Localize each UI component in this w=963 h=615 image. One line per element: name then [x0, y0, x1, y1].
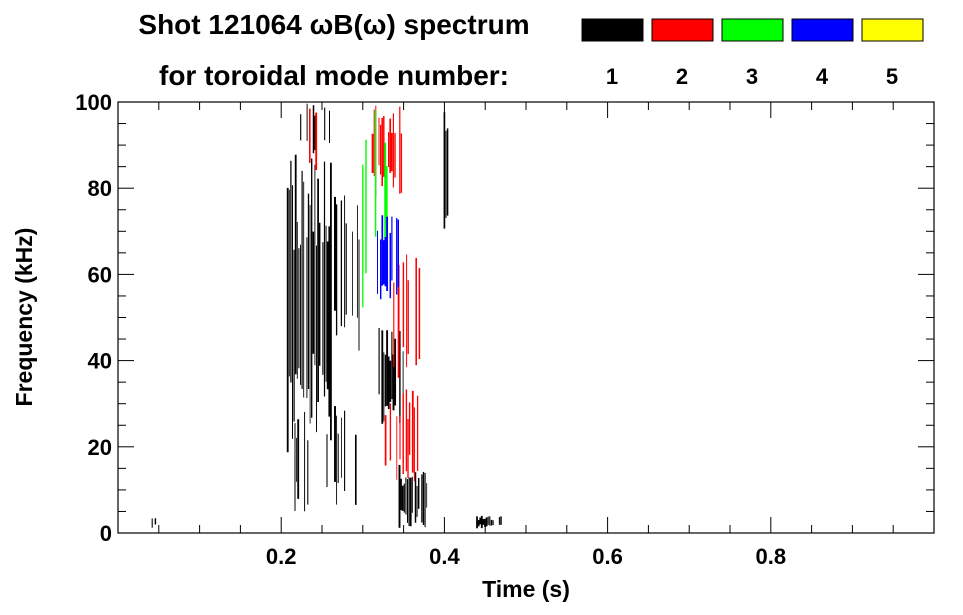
legend-swatch-mode-4: [791, 18, 854, 42]
plot-frame: [117, 101, 935, 534]
y-tick-label: 80: [88, 176, 112, 201]
x-tick-label: 0.2: [266, 544, 297, 569]
legend-label-mode-3: 3: [746, 64, 758, 89]
y-tick-label: 20: [88, 435, 112, 460]
spectrum-region-mode-1: [398, 464, 428, 528]
spectrum-region-mode-2: [309, 108, 318, 171]
y-tick-label: 100: [75, 90, 112, 115]
legend-label-mode-2: 2: [676, 64, 688, 89]
y-axis-label: Frequency (kHz): [11, 228, 37, 407]
spectrum-region-mode-4: [376, 215, 399, 300]
spectrum-region-mode-1: [443, 112, 449, 229]
legend-label-mode-4: 4: [816, 64, 829, 89]
spectrum-region-mode-1: [334, 195, 360, 351]
x-tick-label: 0.8: [756, 544, 787, 569]
legend: 1 2 3 4 5: [581, 18, 924, 89]
y-tick-label: 40: [88, 349, 112, 374]
axes: 0 20 40 60 80 100 0.2 0.4 0.6 0.8: [75, 90, 934, 569]
y-tick-label: 0: [100, 521, 112, 546]
legend-label-mode-1: 1: [606, 64, 618, 89]
legend-label-mode-5: 5: [886, 64, 898, 89]
spectrum-region-mode-2: [384, 389, 419, 482]
x-axis-label: Time (s): [482, 576, 570, 602]
spectrum-marks: [151, 103, 502, 529]
spectrum-region-mode-1: [286, 154, 332, 453]
x-tick-label: 0.6: [592, 544, 623, 569]
legend-swatch-mode-1: [581, 18, 644, 42]
chart-title-line1: Shot 121064 ωB(ω) spectrum: [138, 9, 529, 40]
spectrum-region-mode-1: [151, 518, 157, 528]
chart-title-line2: for toroidal mode number:: [159, 60, 509, 91]
y-tick-label: 60: [88, 262, 112, 287]
spectrum-region-mode-1: [476, 515, 502, 529]
legend-swatch-mode-2: [651, 18, 714, 42]
x-tick-label: 0.4: [429, 544, 460, 569]
spectrum-region-mode-1: [300, 103, 330, 154]
spectrum-region-mode-2: [393, 254, 421, 378]
legend-swatch-mode-5: [861, 18, 924, 42]
spectrum-region-mode-1: [294, 406, 357, 512]
legend-swatch-mode-3: [721, 18, 784, 42]
